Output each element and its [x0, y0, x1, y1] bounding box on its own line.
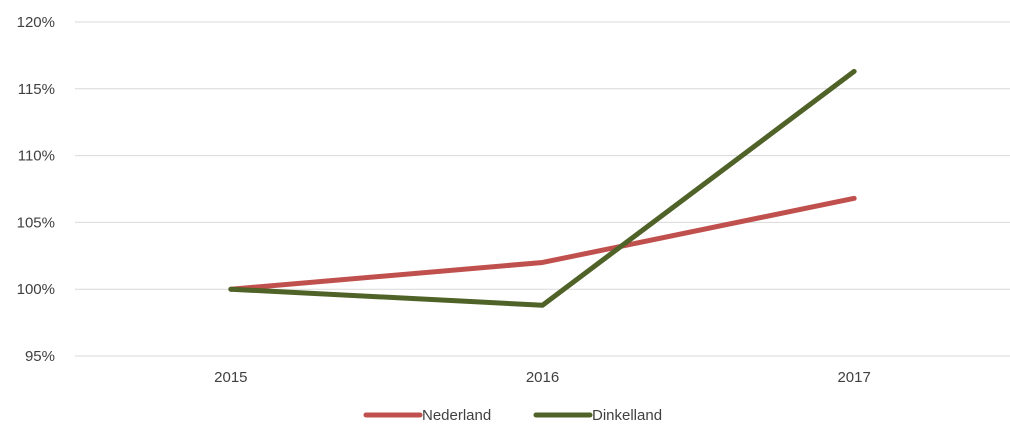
y-tick-label: 105%	[17, 214, 55, 231]
legend-item-nederland: Nederland	[363, 407, 491, 424]
x-axis-labels: 2015 2016 2017	[214, 369, 871, 386]
y-tick-label: 115%	[18, 81, 55, 98]
y-tick-label: 95%	[25, 348, 55, 365]
legend-item-dinkelland: Dinkelland	[533, 407, 662, 424]
y-tick-label: 120%	[17, 14, 55, 31]
x-tick-label: 2016	[526, 369, 559, 386]
y-axis-labels: 95% 100% 105% 110% 115% 120%	[17, 14, 55, 365]
legend: Nederland Dinkelland	[363, 407, 662, 424]
legend-label: Dinkelland	[592, 407, 662, 424]
y-tick-label: 110%	[18, 148, 55, 165]
x-tick-label: 2017	[837, 369, 870, 386]
series-line-dinkelland	[228, 68, 857, 308]
legend-label: Nederland	[422, 407, 491, 424]
y-tick-label: 100%	[17, 281, 55, 298]
series-line-nederland	[228, 195, 857, 292]
series-lines	[228, 68, 857, 308]
x-tick-label: 2015	[214, 369, 247, 386]
